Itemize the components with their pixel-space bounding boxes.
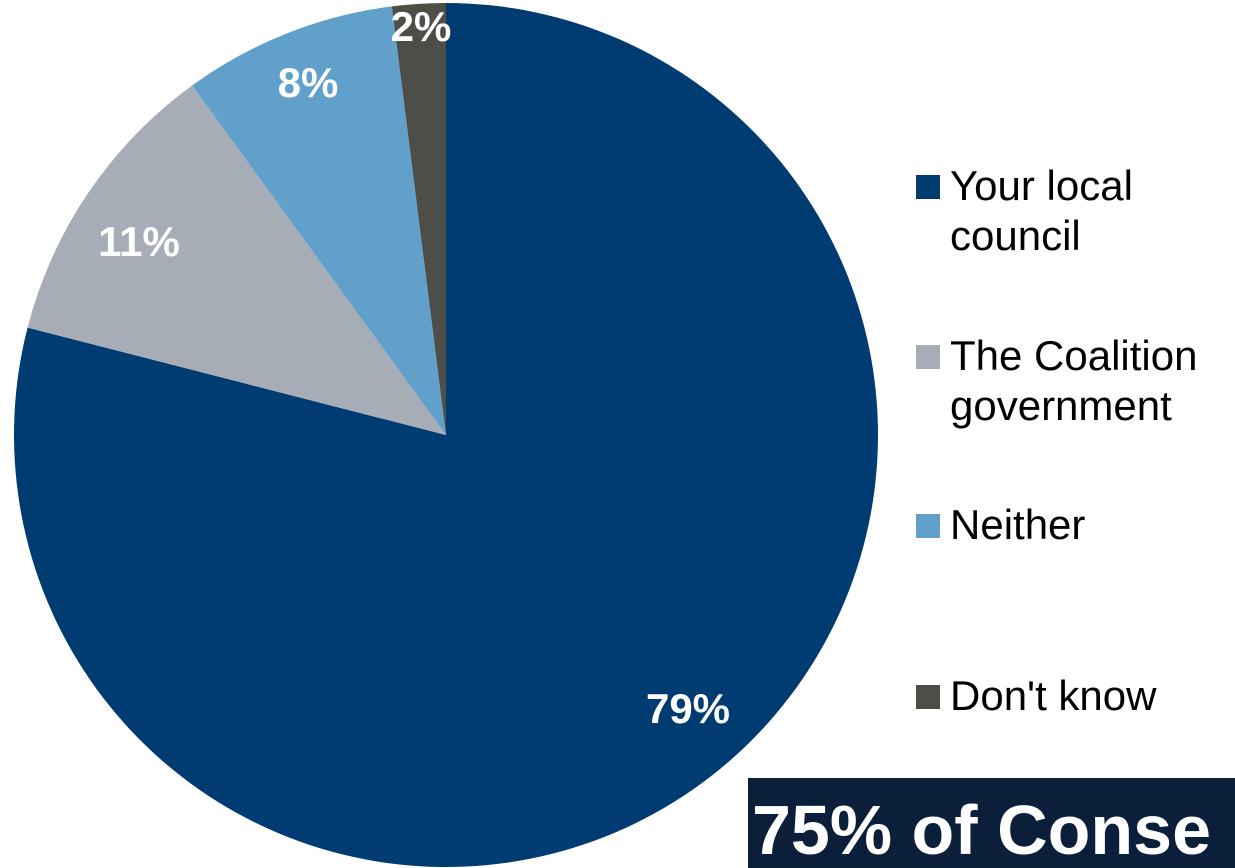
legend-label-dont-know: Don't know	[950, 672, 1157, 719]
pie-slice-neither	[192, 6, 446, 435]
legend-item-local-council: Your local council	[916, 161, 1230, 261]
pie-slice-coalition-government	[27, 85, 446, 435]
legend-swatch-coalition-government	[916, 345, 940, 369]
legend-item-dont-know: Don't know	[916, 671, 1230, 721]
data-label-local-council: 79%	[646, 685, 730, 732]
legend-swatch-local-council	[916, 175, 940, 199]
legend-swatch-neither	[916, 514, 940, 538]
legend-item-neither: Neither	[916, 500, 1230, 550]
legend-item-coalition-government: The Coalition government	[916, 331, 1230, 431]
pie-labels: 79% 11% 8% 2%	[98, 3, 730, 732]
callout-banner: 75% of Conse	[748, 778, 1235, 868]
callout-banner-text: 75% of Conse	[752, 791, 1211, 868]
legend: Your local council The Coalition governm…	[916, 0, 1235, 760]
data-label-dont-know: 2%	[391, 3, 452, 50]
pie-slice-dont-know	[391, 3, 446, 435]
legend-label-neither: Neither	[950, 501, 1086, 548]
pie-slices	[14, 3, 879, 867]
legend-label-local-council: Your local council	[950, 162, 1133, 259]
pie-slice-local-council	[14, 3, 879, 867]
legend-swatch-dont-know	[916, 685, 940, 709]
data-label-neither: 8%	[278, 59, 339, 106]
legend-label-coalition-government: The Coalition government	[950, 332, 1198, 429]
data-label-coalition-government: 11%	[98, 218, 180, 265]
